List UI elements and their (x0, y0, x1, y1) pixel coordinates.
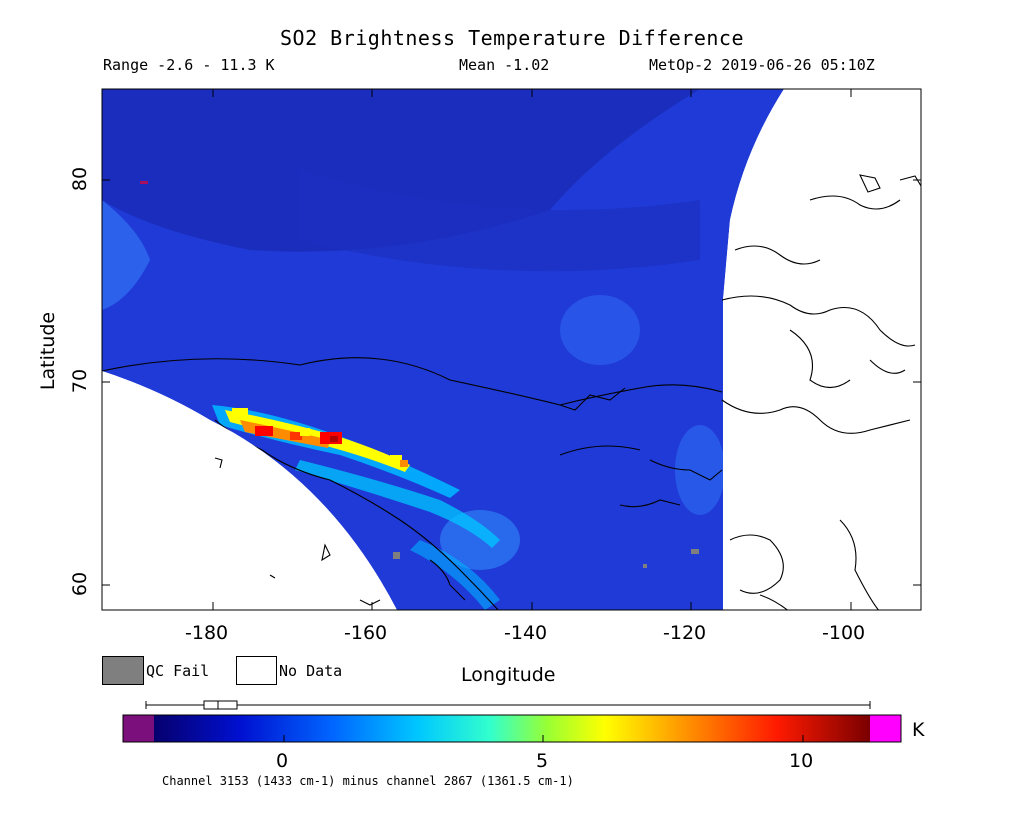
y-axis-label: Latitude (37, 311, 59, 391)
colorbar-over (870, 715, 901, 742)
cyan-stream (295, 460, 500, 548)
swath-dark-band (300, 170, 700, 272)
y-tick-70: 70 (69, 368, 92, 394)
colorbar-unit: K (912, 719, 925, 741)
colorbar-gradient (154, 715, 870, 742)
qc-fail-label: QC Fail (146, 662, 210, 680)
source-label: MetOp-2 2019-06-26 05:10Z (649, 56, 875, 74)
colorbar-tick-10: 10 (789, 750, 814, 772)
x-tick-minus100: -100 (822, 622, 866, 644)
qc-fail-pixel (393, 552, 400, 559)
no-data-swatch (236, 656, 277, 685)
x-tick-minus180: -180 (185, 622, 229, 644)
x-tick-minus120: -120 (663, 622, 707, 644)
no-data-lower-left (102, 371, 397, 610)
no-data-right (723, 89, 921, 610)
x-axis-label: Longitude (461, 664, 556, 686)
chart-title: SO2 Brightness Temperature Difference (279, 26, 745, 50)
y-tick-60: 60 (69, 571, 92, 597)
no-data-label: No Data (279, 662, 343, 680)
y-tick-80: 80 (69, 166, 92, 192)
axis-ticks (102, 89, 921, 610)
x-tick-minus160: -160 (344, 622, 388, 644)
plot-frame (101, 88, 922, 611)
colorbar-tick-0: 0 (276, 750, 289, 772)
colorbar-under (123, 715, 154, 742)
x-tick-minus140: -140 (504, 622, 548, 644)
range-label: Range -2.6 - 11.3 K (103, 56, 275, 74)
qc-fail-swatch (102, 656, 144, 685)
channel-footnote: Channel 3153 (1433 cm-1) minus channel 2… (162, 774, 574, 788)
box-plot (145, 700, 871, 710)
swath-dark-region (102, 89, 700, 252)
map-field (102, 89, 921, 610)
colorbar-ticks (283, 735, 804, 742)
swath-light-edge (102, 200, 150, 310)
colorbar-tick-5: 5 (536, 750, 549, 772)
mean-label: Mean -1.02 (459, 56, 550, 74)
